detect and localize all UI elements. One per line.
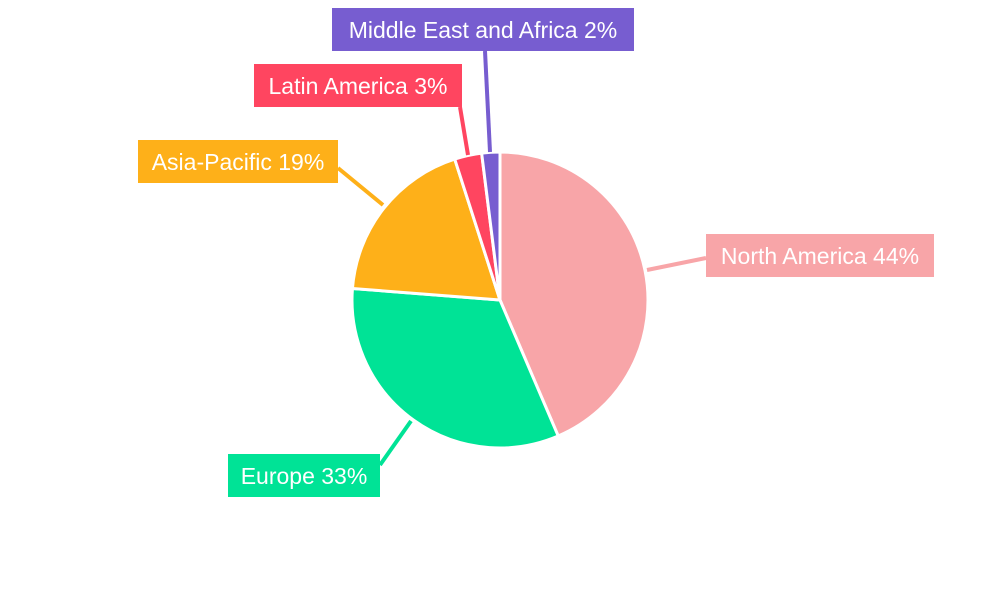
label-box-asia-pacific	[138, 140, 338, 183]
pie-slice-europe[interactable]	[350, 286, 561, 450]
label-box-north-america	[706, 234, 934, 277]
leader-line-middle-east-and-africa	[483, 50, 492, 153]
pie-slice-middle-east-and-africa[interactable]	[479, 150, 502, 301]
leader-line-north-america	[646, 256, 707, 272]
data-label-europe: Europe 33%	[241, 463, 368, 489]
data-label-north-america: North America 44%	[721, 243, 919, 269]
data-label-latin-america: Latin America 3%	[269, 73, 448, 99]
leader-line-europe	[378, 419, 413, 467]
label-box-europe	[228, 454, 380, 497]
pie-slice-north-america[interactable]	[498, 150, 650, 439]
pie-slice-asia-pacific[interactable]	[350, 157, 503, 302]
label-box-latin-america	[254, 64, 462, 107]
data-label-asia-pacific: Asia-Pacific 19%	[152, 149, 325, 175]
leader-line-asia-pacific	[336, 166, 385, 207]
leader-line-latin-america	[458, 106, 470, 156]
data-label-middle-east-and-africa: Middle East and Africa 2%	[349, 17, 617, 43]
label-box-middle-east-and-africa	[332, 8, 634, 51]
